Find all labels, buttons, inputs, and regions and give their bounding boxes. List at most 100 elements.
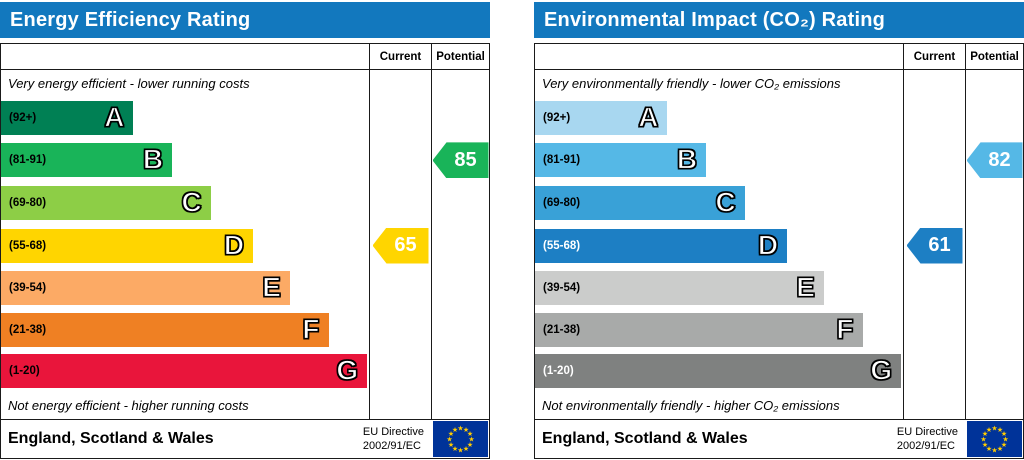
potential-column-cell xyxy=(965,350,1023,393)
band-letter: D xyxy=(223,228,245,260)
band-bar-a: (92+) A xyxy=(535,100,668,135)
bottom-caption: Not energy efficient - higher running co… xyxy=(8,398,249,414)
potential-column-cell xyxy=(965,223,1023,268)
band-letter: C xyxy=(715,186,736,218)
band-letter: G xyxy=(336,354,359,386)
co2-chart-title: Environmental Impact (CO₂) Rating xyxy=(544,8,886,31)
potential-column-cell xyxy=(965,392,1023,420)
potential-column-cell xyxy=(965,182,1023,224)
band-letter: B xyxy=(142,143,164,175)
potential-column-header: Potential xyxy=(965,44,1023,69)
band-letter: G xyxy=(870,354,893,386)
band-range-label: (69-80) xyxy=(9,196,47,209)
band-cell: (55-68) D xyxy=(535,224,903,268)
band-range-label: (81-91) xyxy=(9,154,47,167)
band-row-d: (55-68) D 61 xyxy=(535,223,1023,268)
svg-text:★: ★ xyxy=(467,441,473,449)
current-column-cell xyxy=(369,97,431,139)
svg-text:★: ★ xyxy=(452,445,458,453)
band-bar-g: (1-20) G xyxy=(535,354,902,389)
band-range-label: (69-80) xyxy=(543,196,581,209)
eu-directive-label: EU Directive 2002/91/EC xyxy=(363,425,424,454)
current-column-header: Current xyxy=(369,44,431,69)
potential-column-cell xyxy=(431,267,489,309)
band-range-label: (55-68) xyxy=(543,239,581,252)
current-column-cell xyxy=(903,308,965,351)
band-bar-f: (21-38) F xyxy=(535,312,863,347)
band-cell: (69-80) C xyxy=(535,182,903,224)
svg-text:★: ★ xyxy=(991,424,997,432)
current-column-cell xyxy=(903,350,965,393)
eu-directive-line2: 2002/91/EC xyxy=(362,440,421,452)
svg-text:★: ★ xyxy=(457,424,463,432)
svg-text:★: ★ xyxy=(986,445,992,453)
band-letter: A xyxy=(638,101,659,133)
band-range-label: (81-91) xyxy=(543,154,581,167)
band-range-label: (21-38) xyxy=(9,323,47,336)
band-range-label: (21-38) xyxy=(543,323,581,336)
current-column-cell xyxy=(369,350,431,393)
potential-rating-marker: 85 xyxy=(432,142,489,179)
potential-rating-value: 82 xyxy=(988,148,1011,171)
current-column-cell xyxy=(903,182,965,224)
potential-column-cell xyxy=(431,392,489,420)
eu-flag-icon: ★ ★ ★ ★ ★ ★ ★ ★ ★ ★ ★ ★ xyxy=(967,421,1022,457)
current-rating-value: 65 xyxy=(394,234,417,257)
band-cell: (81-91) B xyxy=(535,139,903,183)
energy-chart-header: Energy Efficiency Rating xyxy=(0,2,490,38)
potential-column-cell xyxy=(431,223,489,268)
svg-text:★: ★ xyxy=(448,441,454,449)
band-cell: (81-91) B xyxy=(1,139,369,183)
band-letter: F xyxy=(836,313,854,345)
band-range-label: (1-20) xyxy=(9,365,40,378)
svg-text:★: ★ xyxy=(997,426,1003,434)
co2-chart-grid: Current Potential Very environmentally f… xyxy=(534,43,1024,420)
band-bar-d: (55-68) D xyxy=(535,228,788,263)
band-bar-e: (39-54) E xyxy=(1,271,290,306)
band-row-c: (69-80) C xyxy=(1,182,489,224)
top-caption-row: Very energy efficient - lower running co… xyxy=(1,70,489,97)
potential-column-cell xyxy=(431,70,489,97)
svg-text:★: ★ xyxy=(446,435,452,443)
bottom-caption-row: Not environmentally friendly - higher CO… xyxy=(535,392,1023,420)
band-row-g: (1-20) G xyxy=(1,350,489,393)
current-rating-value: 61 xyxy=(928,234,951,257)
eu-directive-label: EU Directive 2002/91/EC xyxy=(897,425,958,454)
potential-rating-marker: 82 xyxy=(966,142,1023,179)
current-column-cell xyxy=(903,392,965,420)
energy-efficiency-chart: Energy Efficiency Rating Current Potenti… xyxy=(0,2,490,459)
current-column-cell xyxy=(903,267,965,309)
potential-column-cell xyxy=(965,70,1023,97)
band-letter: D xyxy=(757,228,779,260)
band-range-label: (1-20) xyxy=(543,365,574,378)
band-row-a: (92+) A xyxy=(1,97,489,139)
band-cell: (21-38) F xyxy=(535,309,903,351)
band-bar-g: (1-20) G xyxy=(1,354,368,389)
svg-text:★: ★ xyxy=(1001,441,1007,449)
current-rating-marker: 65 xyxy=(372,227,429,264)
band-row-f: (21-38) F xyxy=(1,308,489,351)
band-range-label: (55-68) xyxy=(9,239,47,252)
band-cell: (1-20) G xyxy=(535,350,903,392)
current-column-cell xyxy=(369,392,431,420)
band-bar-f: (21-38) F xyxy=(1,312,329,347)
band-bar-c: (69-80) C xyxy=(535,185,745,220)
bottom-caption: Not environmentally friendly - higher CO… xyxy=(542,398,840,414)
chart-footer: England, Scotland & Wales EU Directive 2… xyxy=(0,420,490,459)
band-cell: (55-68) D xyxy=(1,224,369,268)
band-cell: (69-80) C xyxy=(1,182,369,224)
energy-chart-grid: Current Potential Very energy efficient … xyxy=(0,43,490,420)
eu-directive-line1: EU Directive xyxy=(896,425,958,438)
band-bar-d: (55-68) D xyxy=(1,228,254,263)
band-row-e: (39-54) E xyxy=(535,267,1023,309)
svg-text:★: ★ xyxy=(467,430,473,438)
current-column-cell: 61 xyxy=(903,223,965,268)
band-row-f: (21-38) F xyxy=(535,308,1023,351)
current-column-cell xyxy=(369,70,431,97)
svg-text:★: ★ xyxy=(980,435,986,443)
band-bar-b: (81-91) B xyxy=(535,143,707,178)
column-header-row: Current Potential xyxy=(1,44,489,70)
band-letter: E xyxy=(796,271,816,303)
potential-column-cell xyxy=(965,97,1023,139)
